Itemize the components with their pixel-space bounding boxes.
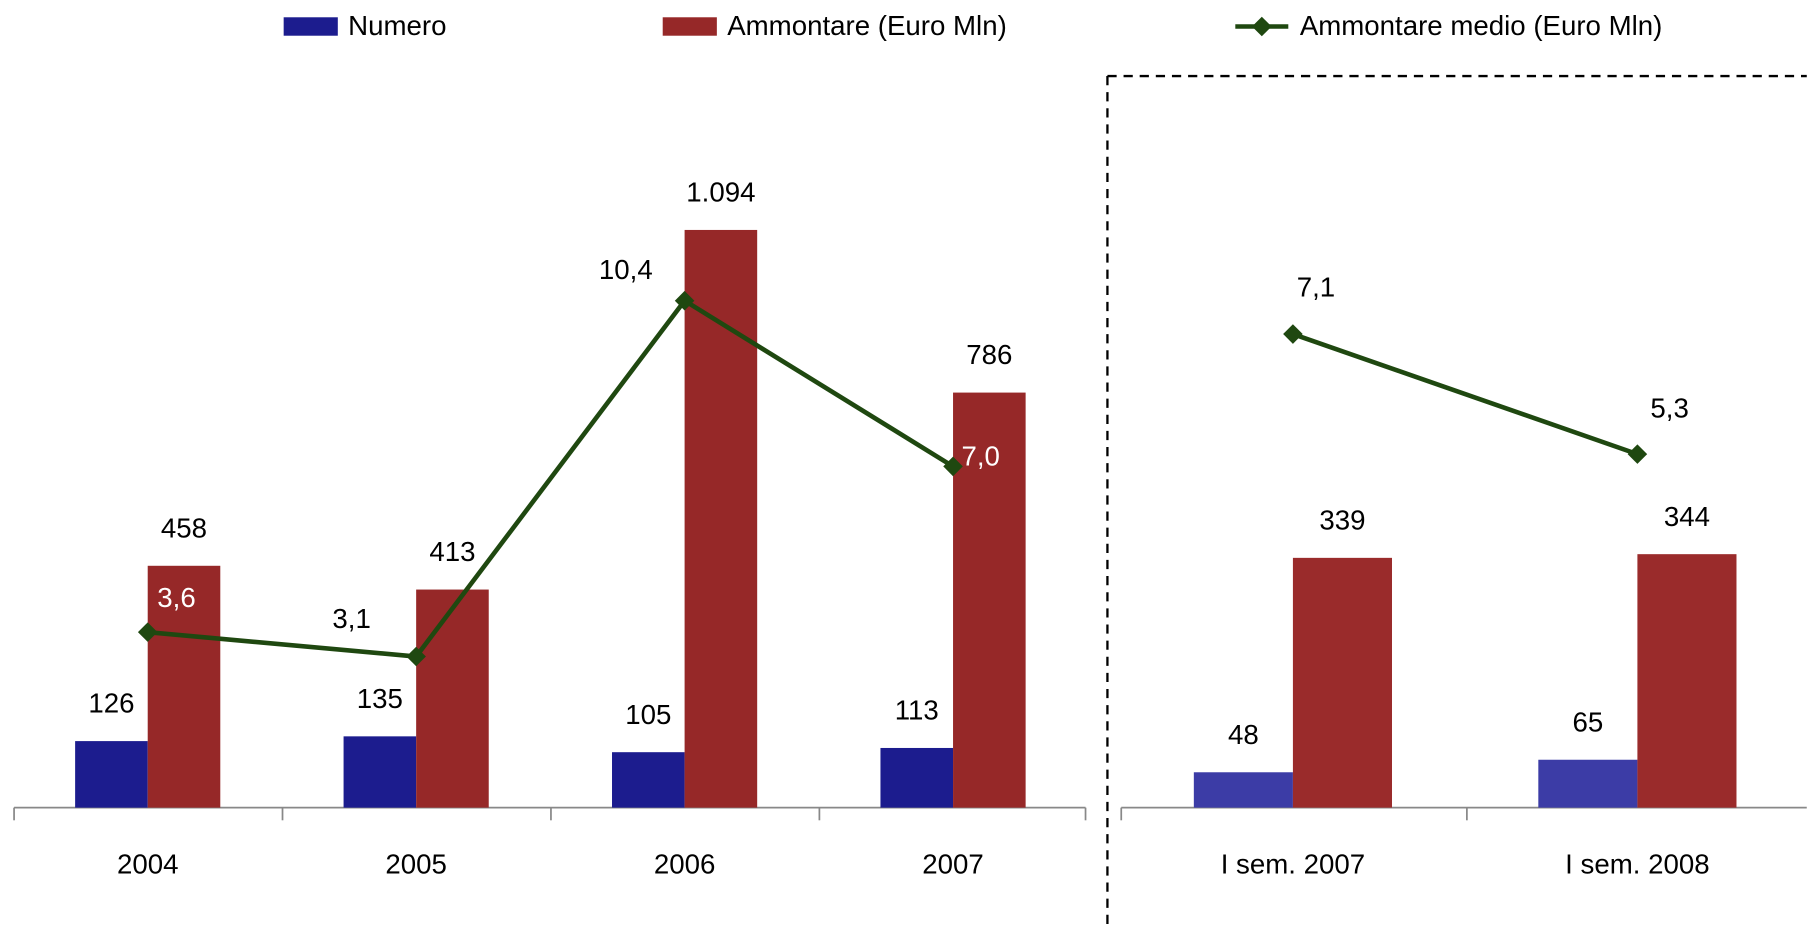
bar (147, 565, 221, 808)
legend-label: Ammontare medio (Euro Mln) (1300, 10, 1663, 41)
bar (953, 392, 1026, 808)
data-label: 413 (429, 536, 475, 567)
bar (1637, 554, 1737, 808)
x-tick-label: 2007 (922, 849, 984, 880)
x-tick-label: 2004 (117, 849, 179, 880)
data-label: 3,6 (157, 582, 195, 613)
data-label: 786 (966, 339, 1012, 370)
bar (343, 736, 417, 808)
line-marker (406, 646, 426, 667)
bar (1292, 557, 1392, 808)
data-label: 5,3 (1650, 393, 1688, 424)
x-tick-label: 2006 (654, 849, 716, 880)
bar (1538, 759, 1638, 808)
data-label: 7,0 (961, 441, 999, 472)
x-tick-label: I sem. 2007 (1221, 849, 1365, 880)
divider (1106, 74, 1807, 924)
x-tick-label: 2005 (385, 849, 447, 880)
line (1292, 331, 1639, 457)
data-label: 3,1 (332, 603, 370, 634)
data-label: 1.094 (686, 177, 755, 208)
data-label: 339 (1319, 504, 1365, 535)
data-label: 458 (161, 512, 207, 543)
legend-swatch (283, 17, 338, 36)
bar (75, 741, 148, 808)
legend: Numero Ammontare (Euro Mln) Ammontare me… (283, 10, 1663, 41)
line-marker (1627, 444, 1648, 464)
legend-label: Ammontare (Euro Mln) (727, 10, 1007, 41)
bar (880, 747, 954, 808)
x-tick-label: I sem. 2008 (1565, 849, 1709, 880)
bar (1193, 772, 1293, 808)
legend-swatch (662, 17, 717, 36)
line (147, 297, 955, 659)
line-marker (674, 290, 695, 311)
line-marker (1283, 324, 1303, 344)
bar (612, 752, 685, 808)
bar (684, 229, 758, 808)
data-label: 105 (625, 699, 671, 730)
legend-label: Numero (348, 10, 446, 41)
data-label: 135 (357, 683, 403, 714)
data-label: 65 (1572, 706, 1603, 737)
data-label: 344 (1664, 501, 1710, 532)
data-label: 7,1 (1297, 271, 1335, 302)
data-label: 113 (895, 695, 939, 726)
data-label: 126 (88, 688, 134, 719)
legend-marker (1252, 16, 1272, 37)
data-label: 48 (1228, 719, 1259, 750)
bar (416, 589, 489, 808)
data-label: 10,4 (599, 254, 653, 285)
